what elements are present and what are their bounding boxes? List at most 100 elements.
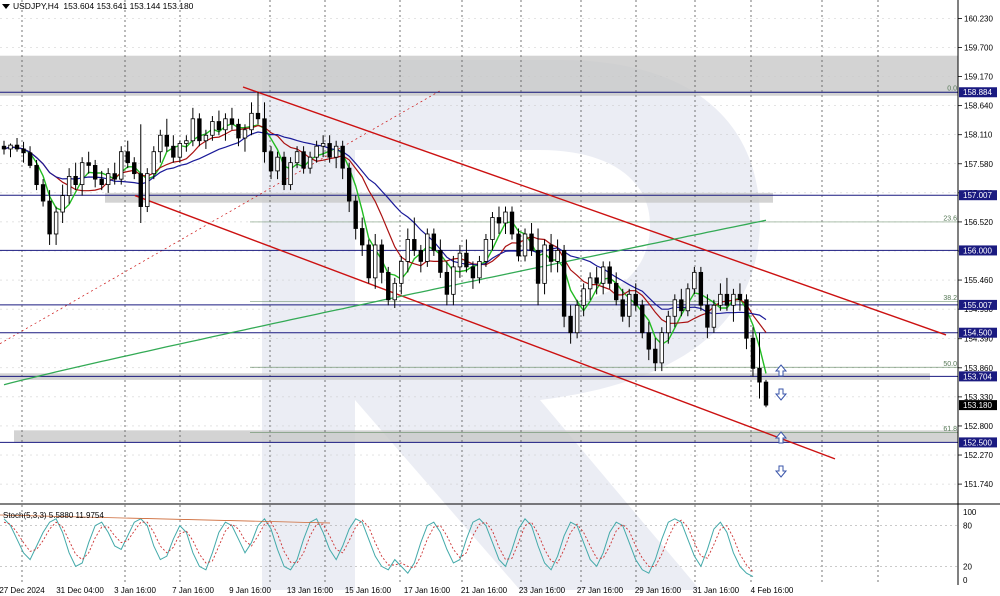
time-tick-label: 31 Dec 04:00 (56, 586, 104, 595)
candle-bull (666, 315, 671, 334)
candle-bear (360, 228, 365, 246)
time-tick-label: 9 Jan 16:00 (229, 586, 271, 595)
chevron-down-icon[interactable] (2, 4, 10, 10)
level-price-badge (959, 87, 997, 98)
candle-bull (8, 144, 13, 150)
candle-bear (763, 381, 769, 406)
candle-bull (249, 112, 254, 131)
candle-bull (692, 271, 697, 290)
candle-bear (640, 304, 645, 334)
candle-bear (568, 315, 573, 334)
candle-bear (757, 367, 762, 383)
channel-lower (134, 194, 836, 460)
candle-bull (60, 195, 65, 213)
candle-bull (451, 266, 456, 295)
candle-bear (698, 271, 704, 306)
candle-bear (594, 277, 599, 284)
candle-bull (399, 261, 404, 284)
candle-bull (672, 299, 678, 317)
price-tick-label: 153.330 (964, 393, 993, 402)
price-tick-label: 158.640 (964, 102, 993, 111)
stoch-main-line (3, 517, 754, 578)
candle-bear (418, 250, 424, 262)
stoch-axis-label: 20 (963, 562, 972, 571)
ma-line-long (3, 219, 767, 386)
watermark-shape (262, 60, 760, 590)
time-tick-label: 27 Dec 2024 (0, 586, 45, 595)
price-tick-label: 160.230 (964, 14, 993, 23)
candle-bull (145, 173, 150, 207)
stoch-axis-label: 100 (963, 508, 977, 517)
direction-arrows (774, 364, 788, 478)
candle-bull (600, 266, 606, 284)
candle-bull (503, 211, 508, 224)
candle-bear (529, 233, 534, 251)
ma-line-1 (3, 122, 767, 374)
candle-bull (151, 151, 156, 175)
candle-bull (477, 261, 482, 279)
candle-bear (268, 151, 274, 172)
candle-bull (242, 129, 248, 139)
ohlc-values: 153.604 153.641 153.144 153.180 (63, 1, 194, 11)
arrow-down-icon (774, 388, 788, 401)
price-tick-label: 159.700 (964, 43, 993, 52)
candle-bear (509, 211, 515, 235)
candle-bull (483, 239, 489, 262)
arrow-up-icon (774, 431, 788, 444)
current-price-label: 153.180 (963, 401, 992, 410)
candle-bear (464, 252, 469, 268)
candle-bull (425, 233, 430, 262)
candle-bear (516, 233, 521, 257)
price-tick-label: 152.800 (964, 422, 993, 431)
chart-header[interactable]: USDJPY,H4 153.604 153.641 153.144 153.18… (2, 1, 193, 11)
candle-bear (724, 293, 730, 306)
candle-bull (555, 250, 560, 262)
candle-bull (119, 151, 124, 180)
candle-bull (581, 288, 586, 306)
time-tick-label: 21 Jan 16:00 (461, 586, 508, 595)
level-price-label: 153.704 (963, 372, 992, 381)
candle-bear (705, 304, 710, 328)
candle-bear (164, 134, 170, 147)
candle-bull (314, 145, 319, 158)
fib-label: 23.6 (943, 215, 957, 222)
candle-bull (490, 217, 495, 240)
candlesticks (1, 91, 769, 408)
price-tick-label: 155.460 (964, 276, 993, 285)
candle-bear (73, 175, 78, 186)
candle-bull (574, 304, 580, 334)
stochastic-panel: 100 80 20 0 (0, 508, 977, 585)
time-tick-label: 31 Jan 16:00 (693, 586, 740, 595)
candle-bear (281, 156, 287, 186)
candle-bear (86, 162, 91, 166)
fib-label: 61.8 (943, 426, 957, 433)
candle-bear (379, 244, 384, 273)
candle-bear (125, 151, 130, 164)
moving-averages (3, 122, 767, 386)
candle-bear (750, 337, 756, 369)
candle-bear (737, 293, 743, 301)
time-tick-label: 4 Feb 16:00 (751, 586, 794, 595)
candle-bear (132, 162, 137, 175)
candle-bear (561, 250, 567, 317)
candle-bear (40, 184, 46, 202)
time-tick-label: 3 Jan 16:00 (114, 586, 156, 595)
candle-bear (535, 250, 541, 284)
support-zone (14, 430, 958, 443)
level-price-badge (959, 437, 997, 448)
candle-bull (66, 175, 72, 196)
candle-bull (288, 162, 293, 186)
price-tick-label: 157.580 (964, 160, 993, 169)
candle-bull (542, 244, 547, 284)
level-price-label: 152.500 (963, 438, 992, 447)
level-price-badge (959, 371, 997, 382)
time-tick-label: 13 Jan 16:00 (287, 586, 334, 595)
level-price-badge (959, 190, 997, 201)
price-tick-label: 156.520 (964, 218, 993, 227)
candle-bull (333, 145, 339, 158)
ma-line-3 (3, 131, 767, 321)
candle-bull (659, 332, 664, 364)
level-price-label: 154.500 (963, 329, 992, 338)
